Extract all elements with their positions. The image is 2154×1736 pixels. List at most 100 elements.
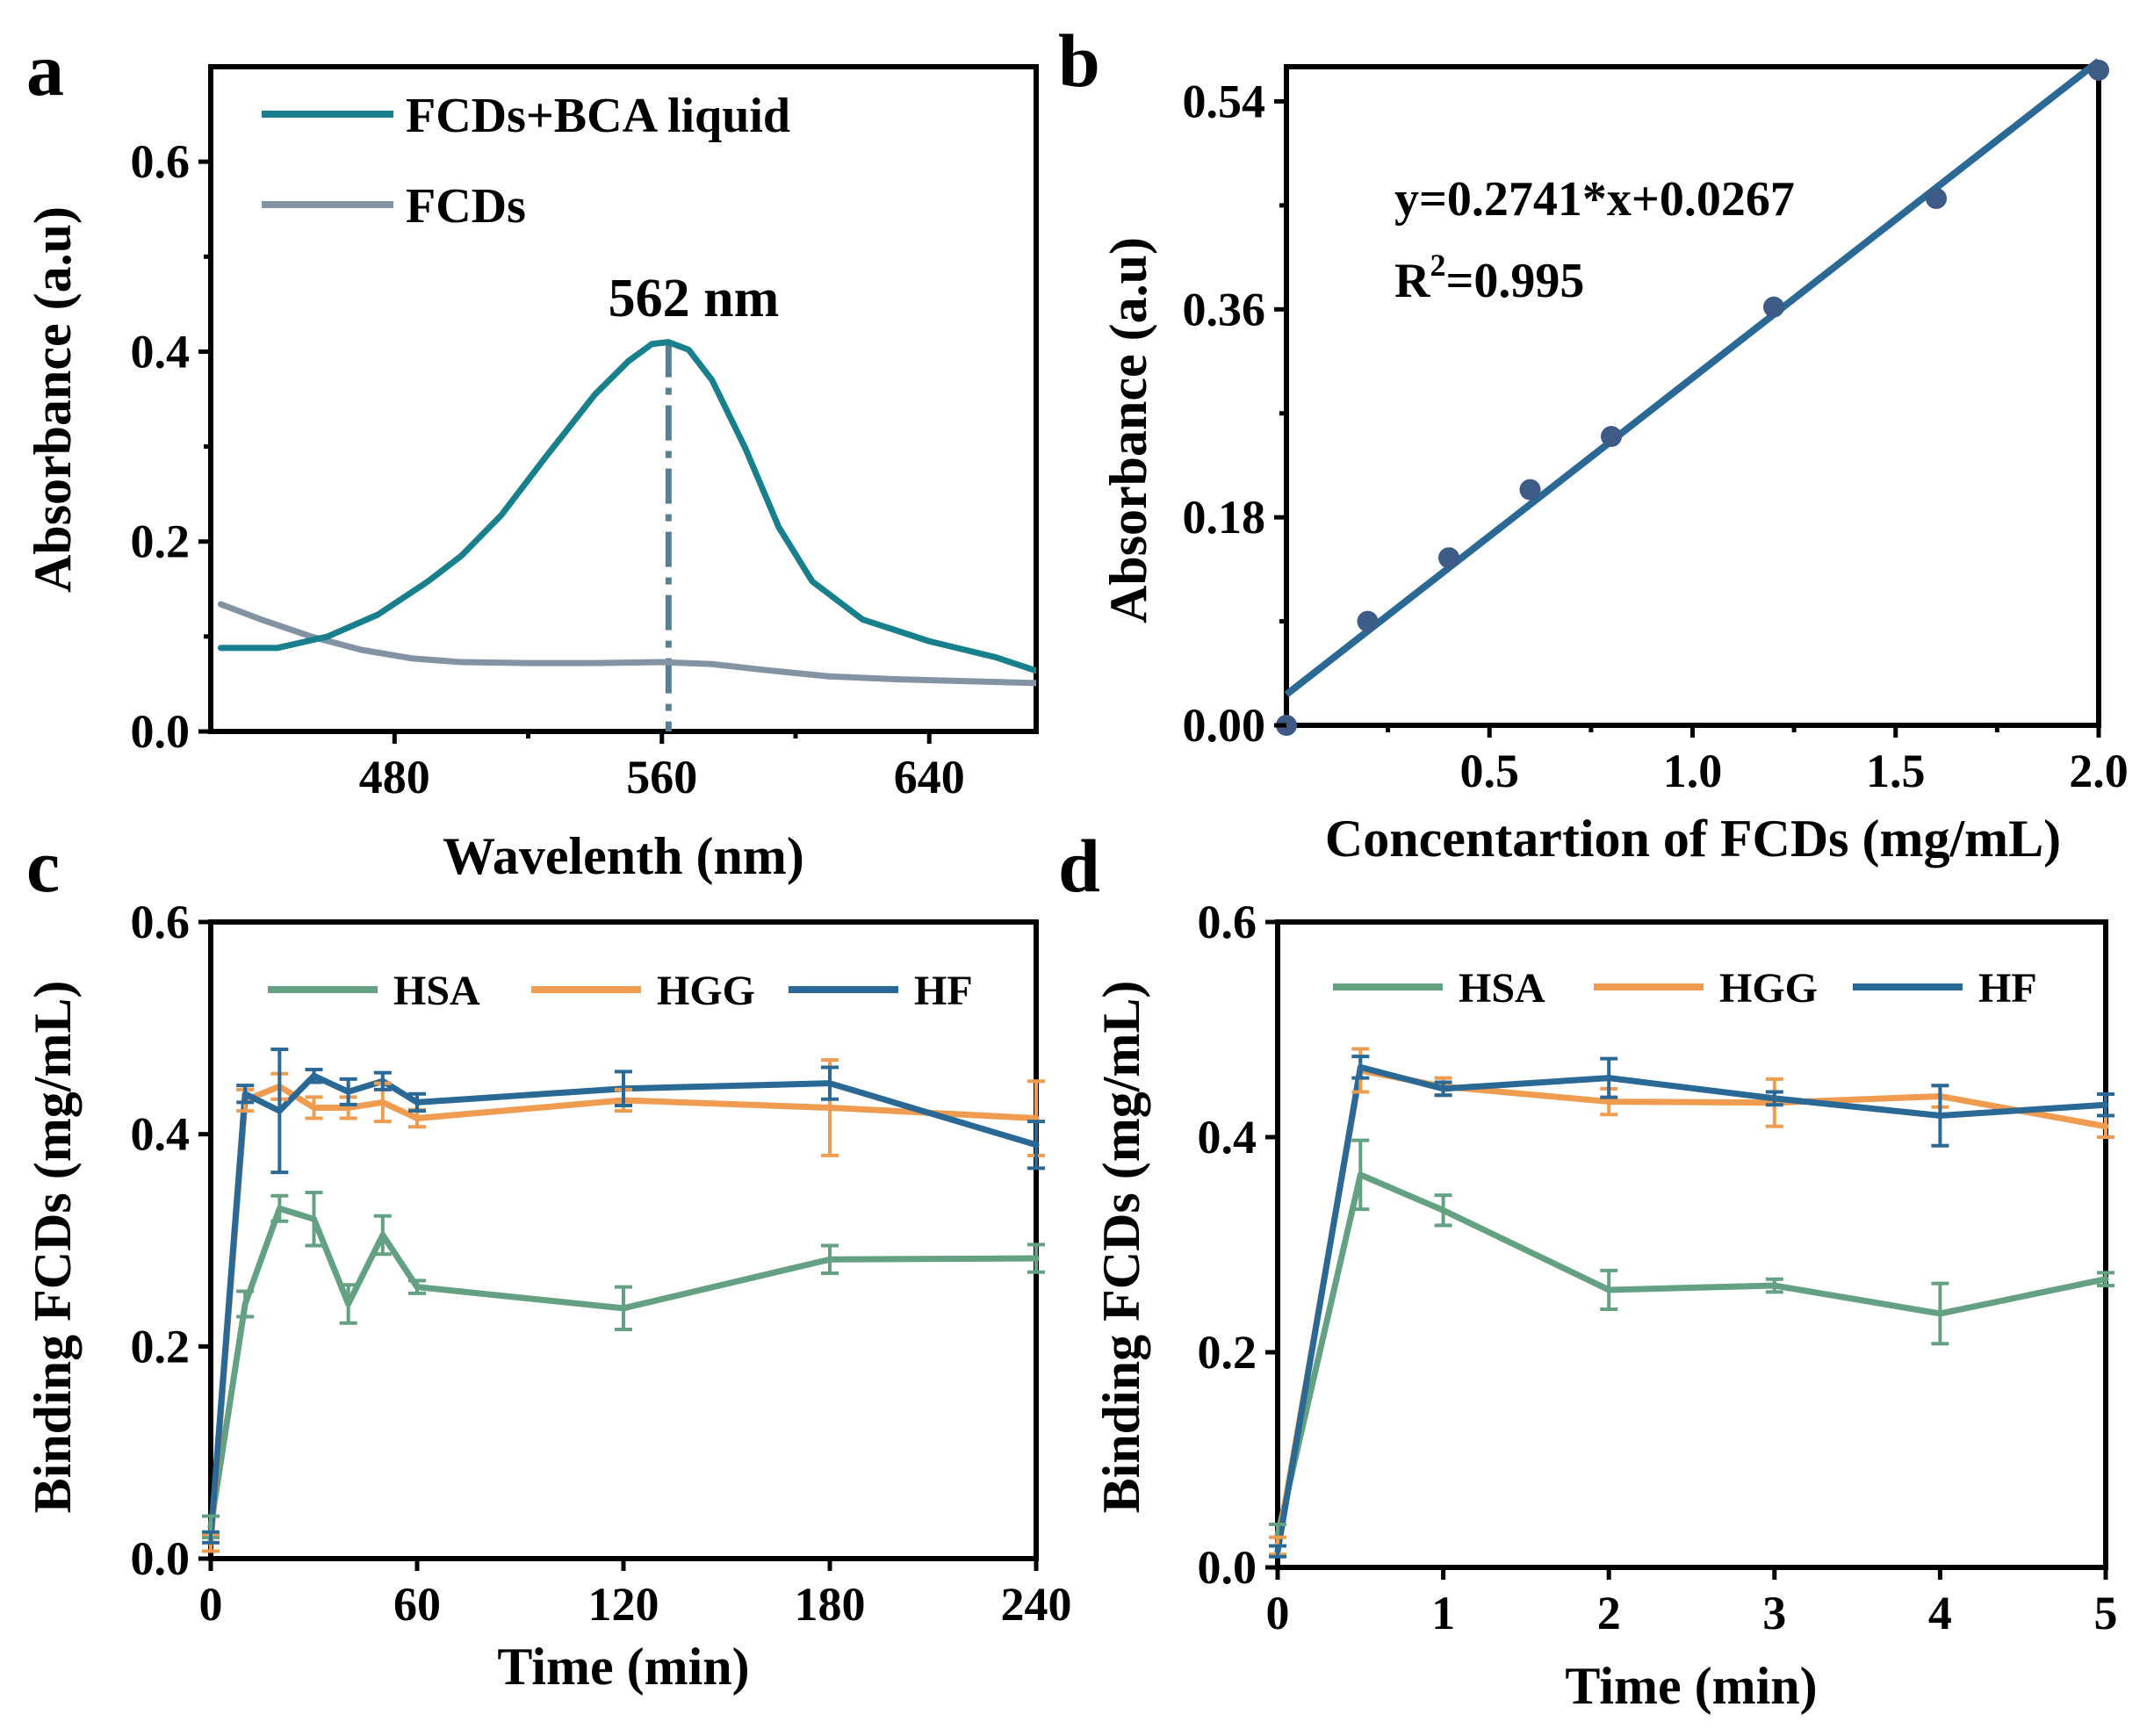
hsa-error-bar	[1351, 1138, 1370, 1212]
x-tick-label: 2	[1597, 1587, 1621, 1639]
fit-r-squared: R2=0.995	[1394, 248, 1584, 308]
panel-a-y-axis-label: Absorbance (a.u)	[24, 206, 82, 593]
series-line-fcds-bca-liquid	[217, 339, 1036, 674]
hf-error-bar	[1600, 1056, 1618, 1099]
panel-d: d 0 1 2 3 4 5 0.0 0.2 0.4 0.6 Time (min) Binding …	[1058, 824, 2118, 1715]
x-tick-label: 0	[1266, 1587, 1290, 1639]
x-tick-label: 60	[393, 1578, 441, 1631]
panel-c-plot-area	[202, 1048, 1045, 1553]
y-tick-label: 0.6	[131, 896, 191, 948]
y-tick-label: 0.18	[1183, 491, 1266, 544]
series-line-hf	[207, 1072, 1040, 1541]
x-tick-label: 560	[626, 751, 697, 803]
series-line-hf	[1274, 1063, 2109, 1555]
y-tick-label: 0.0	[131, 1532, 191, 1585]
data-point	[1519, 479, 1541, 501]
panel-d-letter: d	[1058, 824, 1100, 908]
hsa-error-bar	[373, 1214, 392, 1257]
y-tick-label: 0.4	[1198, 1111, 1257, 1163]
y-tick-label: 0.0	[131, 705, 191, 758]
hf-error-bar	[270, 1048, 289, 1175]
panel-d-y-axis-label: Binding FCDs (mg/mL)	[1092, 981, 1150, 1514]
hf-error-bar	[236, 1084, 255, 1105]
hsa-error-bar	[1765, 1277, 1783, 1294]
hsa-error-bar	[2097, 1271, 2114, 1288]
hsa-error-bar	[1027, 1243, 1045, 1274]
y-tick-label: 0.54	[1183, 75, 1266, 127]
hf-error-bar	[408, 1091, 426, 1113]
legend-label-hsa: HSA	[393, 968, 480, 1014]
data-point	[1438, 547, 1459, 569]
panel-d-plot-area	[1269, 1047, 2114, 1559]
x-tick-label: 640	[894, 751, 965, 803]
hsa-error-bar	[821, 1243, 839, 1275]
panel-c-y-axis-label: Binding FCDs (mg/mL)	[24, 981, 82, 1514]
hsa-error-bar	[305, 1191, 323, 1248]
data-point	[1763, 296, 1784, 318]
hsa-error-bar	[1600, 1268, 1618, 1311]
x-tick-label: 120	[588, 1578, 659, 1631]
hf-error-bar	[1434, 1080, 1452, 1098]
legend-label-hsa: HSA	[1459, 965, 1545, 1012]
hf-error-bar	[1351, 1055, 1370, 1080]
data-point	[1926, 188, 1947, 209]
y-tick-label: 0.6	[1198, 896, 1257, 948]
panel-a-frame	[208, 64, 1039, 734]
y-tick-label: 0.4	[131, 1108, 191, 1161]
panel-d-legend: HSA HGG HF	[1333, 965, 2037, 1012]
fit-line	[1284, 58, 2101, 698]
x-tick-label: 180	[795, 1578, 866, 1631]
panel-d-frame	[1275, 919, 2108, 1570]
series-line-hgg	[207, 1083, 1040, 1546]
hsa-error-bar	[339, 1283, 357, 1325]
panel-b-frame	[1284, 64, 2101, 728]
y-tick-label: 0.2	[131, 515, 191, 568]
peak-annotation-label: 562 nm	[609, 269, 780, 328]
hf-error-bar	[1269, 1544, 1286, 1559]
legend-label-hf: HF	[914, 968, 973, 1014]
legend-label-fcds-bca: FCDs+BCA liquid	[406, 89, 790, 143]
panel-c: c 0 60 120 180 240 0.0 0.2 0.4 0.6 Time (min) Bi…	[24, 824, 1072, 1696]
y-tick-label: 0.00	[1183, 699, 1266, 752]
series-line-fcds	[217, 601, 1036, 687]
r2-superscript: 2	[1430, 248, 1445, 283]
x-tick-label: 3	[1762, 1587, 1786, 1639]
hf-error-bar	[339, 1077, 357, 1106]
panel-b-plot-area	[1276, 58, 2109, 736]
panel-a-legend: FCDs+BCA liquid FCDs	[262, 89, 790, 234]
panel-d-x-axis-label: Time (min)	[1565, 1657, 1817, 1715]
x-tick-label: 5	[2094, 1587, 2118, 1639]
x-tick-label: 0	[199, 1578, 223, 1631]
hsa-error-bar	[1434, 1193, 1452, 1228]
y-tick-label: 0.2	[131, 1320, 191, 1372]
panel-b-axis-ticks: 0.5 1.0 1.5 2.0 0.00 0.18 0.36 0.54	[1183, 75, 2129, 797]
hf-error-bar	[821, 1065, 839, 1101]
panel-b-y-axis-label: Absorbance (a.u)	[1099, 237, 1157, 623]
hf-error-bar	[1027, 1120, 1045, 1171]
hsa-error-bar	[615, 1285, 632, 1331]
panel-b-letter: b	[1058, 18, 1100, 103]
data-point	[2088, 59, 2109, 81]
hf-error-bar	[1931, 1084, 1949, 1148]
hf-error-bar	[1765, 1090, 1783, 1107]
panel-c-axis-ticks: 0 60 120 180 240 0.0 0.2 0.4 0.6	[131, 896, 1072, 1631]
hf-error-bar	[373, 1070, 392, 1091]
legend-label-fcds: FCDs	[406, 179, 526, 234]
x-tick-label: 1	[1431, 1587, 1455, 1639]
hf-error-bar	[305, 1067, 323, 1084]
panel-c-frame	[208, 919, 1039, 1561]
x-tick-label: 1.5	[1866, 745, 1926, 797]
panel-a-letter: a	[26, 27, 64, 112]
hgg-error-bar	[305, 1095, 323, 1120]
y-tick-label: 0.36	[1183, 283, 1266, 335]
fit-equation: y=0.2741*x+0.0267	[1394, 172, 1795, 227]
legend-label-hgg: HGG	[1719, 965, 1818, 1012]
hf-error-bar	[615, 1070, 632, 1108]
x-tick-label: 4	[1928, 1587, 1952, 1639]
legend-label-hgg: HGG	[657, 968, 755, 1014]
x-tick-label: 2.0	[2069, 745, 2129, 797]
panel-a-plot-area	[217, 339, 1036, 731]
series-line-hsa	[1274, 1171, 2109, 1538]
series-line-hgg	[1274, 1067, 2109, 1549]
panel-b-x-axis-label: Concentartion of FCDs (mg/mL)	[1325, 810, 2061, 868]
